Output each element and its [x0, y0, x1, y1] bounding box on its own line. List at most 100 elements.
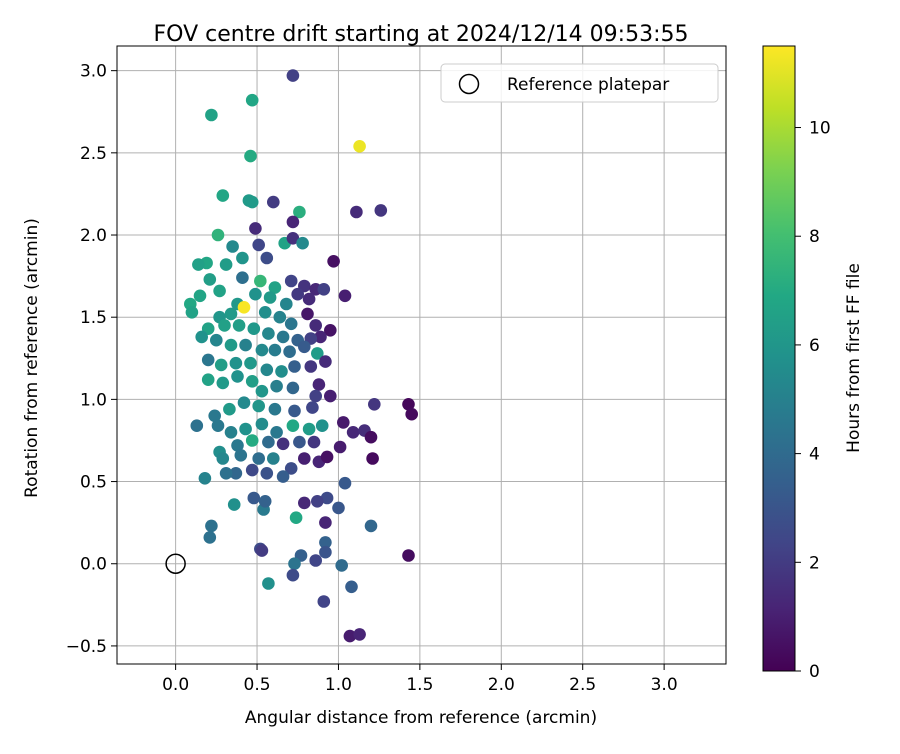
plot-frame — [116, 45, 727, 665]
data-point — [237, 396, 251, 410]
data-point — [289, 511, 303, 524]
colorbar-tick-label: 6 — [809, 336, 820, 356]
data-point — [236, 251, 249, 265]
data-point — [304, 360, 318, 373]
data-point — [268, 402, 282, 416]
data-point — [270, 379, 283, 393]
data-point — [192, 258, 205, 271]
y-tick-label: 0.5 — [80, 473, 107, 493]
data-point — [286, 568, 300, 582]
data-point — [268, 281, 282, 294]
data-point — [229, 356, 243, 370]
data-point — [198, 472, 212, 485]
x-tick-label: 2.5 — [569, 675, 596, 695]
data-point — [185, 306, 199, 319]
data-point — [317, 595, 331, 608]
data-point — [284, 274, 298, 288]
x-tick-label: 0.5 — [244, 675, 271, 695]
data-point — [229, 467, 243, 480]
x-axis-label: Angular distance from reference (arcmin) — [245, 708, 597, 728]
data-point — [245, 463, 259, 477]
y-tick-label: 1.5 — [80, 308, 107, 328]
reference-marker — [165, 553, 186, 574]
data-point — [213, 284, 226, 298]
legend: Reference platepar — [440, 63, 719, 103]
data-point — [219, 467, 233, 480]
data-point — [260, 363, 274, 377]
data-point — [311, 495, 324, 508]
data-point — [302, 292, 316, 306]
data-point — [276, 330, 290, 344]
y-tick-label: 2.0 — [80, 226, 107, 246]
colorbar-tick-label: 0 — [809, 662, 820, 682]
data-point — [309, 389, 323, 403]
data-point — [320, 491, 334, 505]
data-point — [262, 577, 275, 590]
x-tick-label: 1.0 — [325, 675, 352, 695]
data-point — [216, 376, 230, 390]
data-point — [337, 416, 350, 429]
data-point — [224, 307, 238, 321]
colorbar-tick-label: 8 — [809, 227, 820, 247]
data-point — [244, 356, 257, 370]
data-point — [218, 319, 231, 332]
legend-box — [440, 63, 719, 103]
data-point — [236, 271, 249, 285]
data-point — [232, 319, 246, 332]
data-point — [255, 544, 269, 557]
data-point — [319, 545, 332, 559]
data-point — [286, 419, 300, 433]
data-point — [306, 401, 319, 414]
data-point — [343, 629, 357, 643]
x-axis-ticks: 0.0 0.5 1.0 1.5 2.0 2.5 3.0 — [162, 664, 678, 695]
data-point — [210, 333, 223, 347]
colorbar: 0 2 4 6 8 10 Hours from first FF file — [762, 45, 864, 682]
data-point — [280, 297, 293, 311]
data-point — [335, 559, 349, 572]
data-point — [298, 452, 311, 465]
data-point — [317, 283, 331, 296]
data-point — [231, 439, 244, 452]
data-point — [267, 452, 280, 465]
data-point — [216, 452, 230, 465]
data-point — [216, 189, 230, 202]
data-point — [353, 628, 366, 641]
data-point — [283, 345, 296, 359]
legend-entry-reference: Reference platepar — [507, 75, 669, 95]
data-point — [320, 450, 334, 464]
colorbar-ticks: 0 2 4 6 8 10 — [795, 119, 831, 682]
data-point — [203, 531, 217, 544]
data-point — [327, 254, 340, 268]
data-point — [244, 149, 257, 163]
data-point — [338, 289, 352, 303]
x-tick-label: 1.5 — [406, 675, 433, 695]
data-point — [258, 306, 272, 319]
data-point — [302, 422, 316, 436]
data-point — [205, 108, 218, 122]
y-axis-label: Rotation from reference (arcmin) — [22, 218, 42, 498]
data-point — [226, 240, 239, 253]
data-point — [193, 289, 207, 303]
colorbar-tick-label: 10 — [809, 119, 831, 139]
data-point — [239, 422, 252, 436]
data-point — [309, 554, 323, 567]
data-point — [247, 322, 261, 336]
data-point — [205, 519, 218, 533]
scatter-points — [184, 69, 419, 643]
data-point — [402, 549, 415, 562]
data-point — [255, 343, 269, 357]
data-point — [314, 330, 327, 344]
data-point — [252, 452, 265, 465]
data-point — [366, 452, 379, 465]
data-point — [293, 435, 306, 449]
data-point — [255, 384, 269, 398]
data-point — [224, 338, 238, 352]
data-point — [253, 274, 267, 288]
data-point — [201, 353, 215, 367]
data-point — [298, 340, 311, 354]
data-point — [262, 327, 275, 340]
data-point — [319, 536, 332, 549]
data-point — [288, 404, 301, 418]
data-point — [350, 205, 363, 219]
data-point — [286, 69, 300, 82]
